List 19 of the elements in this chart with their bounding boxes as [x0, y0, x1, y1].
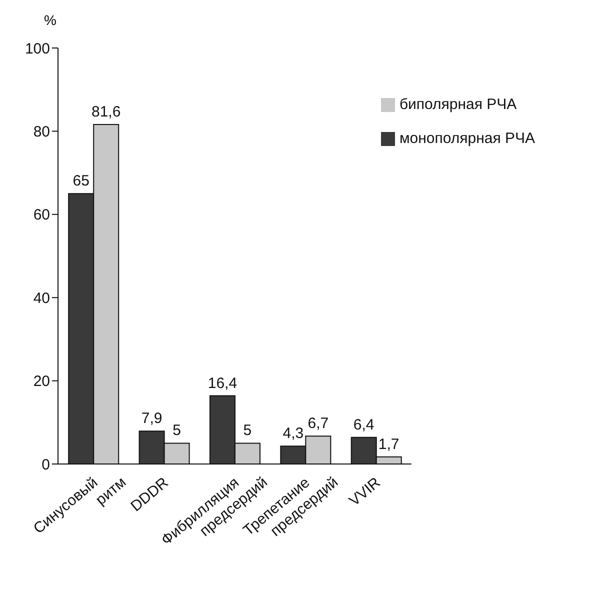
data-label: 5: [172, 422, 181, 440]
data-label: 81,6: [92, 104, 121, 121]
data-label: 6,7: [308, 415, 329, 432]
data-label: 6,4: [353, 416, 374, 434]
y-tick-label: 0: [42, 456, 50, 474]
data-label: 1,7: [378, 436, 400, 453]
data-label: 5: [243, 422, 252, 440]
y-axis-title: %: [44, 12, 56, 28]
data-label: 7,9: [141, 410, 162, 428]
data-label: 4,3: [282, 425, 304, 442]
y-tick-label: 40: [33, 290, 50, 307]
data-label: 65: [72, 172, 90, 190]
data-label: 16,4: [208, 374, 238, 392]
y-tick-label: 60: [33, 206, 50, 224]
legend-label: монополярная РЧА: [399, 130, 535, 147]
y-tick-label: 80: [33, 124, 50, 141]
y-tick-label: 20: [33, 373, 50, 390]
y-tick-label: 100: [24, 40, 50, 58]
legend-label: биполярная РЧА: [399, 96, 517, 113]
